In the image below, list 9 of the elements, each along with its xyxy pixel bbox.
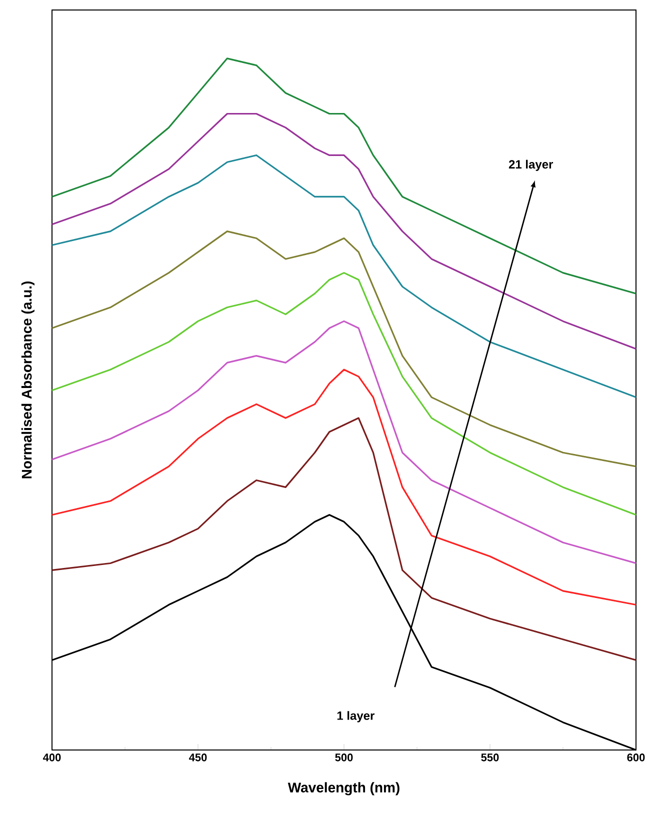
- x-tick-label: 450: [188, 754, 207, 762]
- annotation: 1 layer: [337, 711, 374, 722]
- x-tick-label: 550: [481, 754, 499, 762]
- x-tick-label: 500: [335, 754, 353, 762]
- y-axis-title: Normalised Absorbance (a.u.): [21, 282, 34, 478]
- x-tick-label: 400: [42, 754, 61, 762]
- x-axis-title: Wavelength (nm): [288, 782, 400, 796]
- annotation: 21 layer: [508, 160, 554, 171]
- x-tick-label: 600: [627, 754, 645, 762]
